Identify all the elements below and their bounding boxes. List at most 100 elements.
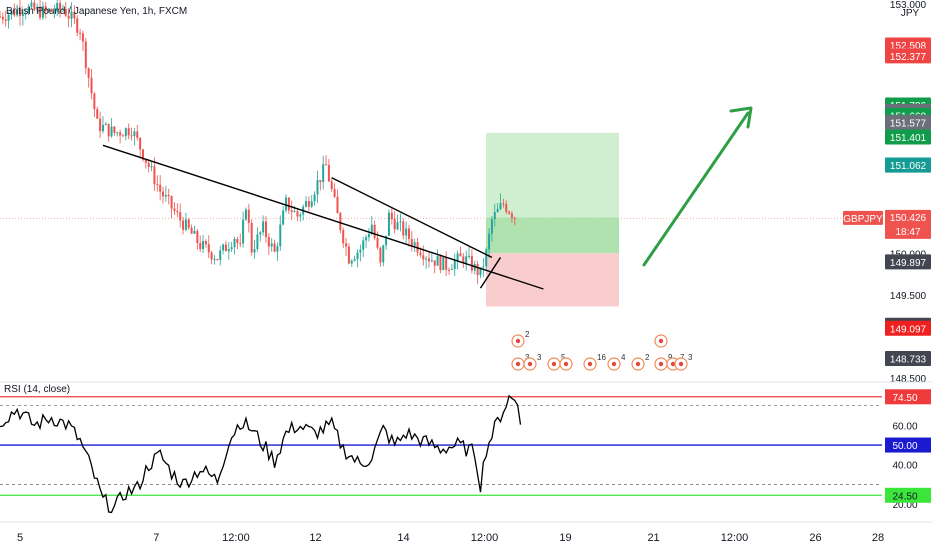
candle[interactable] (150, 166, 153, 168)
candle[interactable] (276, 246, 279, 252)
candle[interactable] (10, 10, 13, 15)
candle[interactable] (445, 256, 448, 270)
candle[interactable] (393, 219, 396, 230)
candle[interactable] (493, 212, 496, 220)
price-badge[interactable] (885, 48, 931, 64)
candle[interactable] (216, 259, 219, 261)
candle[interactable] (479, 267, 482, 276)
candle[interactable] (476, 264, 479, 276)
candle[interactable] (387, 212, 390, 236)
candle[interactable] (236, 238, 239, 243)
candle[interactable] (87, 68, 90, 78)
candle[interactable] (136, 131, 139, 138)
candle[interactable] (184, 219, 187, 230)
candle[interactable] (133, 131, 136, 137)
candle[interactable] (107, 123, 110, 137)
candle[interactable] (310, 201, 313, 207)
candle[interactable] (339, 213, 342, 231)
candle[interactable] (144, 159, 147, 163)
candle[interactable] (230, 247, 233, 250)
candle[interactable] (162, 191, 165, 197)
candle[interactable] (296, 211, 299, 217)
candle[interactable] (70, 11, 73, 19)
candle[interactable] (130, 135, 133, 137)
candle[interactable] (227, 249, 230, 252)
candle[interactable] (219, 250, 222, 260)
candle[interactable] (279, 224, 282, 247)
candle[interactable] (336, 196, 339, 214)
candle[interactable] (488, 233, 491, 250)
candle[interactable] (345, 243, 348, 247)
candle[interactable] (116, 132, 119, 134)
candle[interactable] (270, 243, 273, 247)
candle[interactable] (353, 259, 356, 261)
candle[interactable] (470, 255, 473, 271)
candle[interactable] (19, 9, 22, 17)
candle[interactable] (79, 32, 82, 34)
candle[interactable] (36, 6, 39, 10)
candle[interactable] (33, 2, 36, 10)
candle[interactable] (510, 213, 513, 218)
candle[interactable] (56, 2, 59, 12)
candle[interactable] (21, 13, 24, 17)
candle[interactable] (127, 128, 130, 136)
candle[interactable] (313, 194, 316, 202)
candle[interactable] (193, 230, 196, 234)
candle[interactable] (164, 194, 167, 197)
candle[interactable] (433, 260, 436, 266)
candle[interactable] (41, 6, 44, 18)
candle[interactable] (376, 238, 379, 248)
candle[interactable] (428, 258, 430, 262)
candle[interactable] (179, 212, 182, 221)
candle[interactable] (167, 194, 170, 197)
candle[interactable] (30, 2, 33, 7)
candle[interactable] (59, 2, 62, 10)
candle[interactable] (196, 230, 199, 243)
candle[interactable] (64, 9, 67, 16)
candle[interactable] (502, 203, 505, 205)
candle[interactable] (450, 269, 453, 271)
profit-zone[interactable] (486, 132, 619, 218)
candle[interactable] (365, 237, 368, 241)
candle[interactable] (173, 208, 176, 211)
candle[interactable] (459, 253, 462, 257)
candle[interactable] (285, 197, 287, 211)
price-badge[interactable] (885, 350, 931, 366)
candle[interactable] (176, 210, 179, 213)
candle[interactable] (430, 260, 433, 262)
candle[interactable] (462, 256, 465, 263)
candle[interactable] (413, 242, 416, 246)
candle[interactable] (513, 217, 516, 219)
candle[interactable] (250, 222, 253, 253)
candle[interactable] (405, 228, 408, 236)
candle[interactable] (402, 221, 405, 236)
candle[interactable] (124, 128, 127, 137)
candle[interactable] (305, 201, 308, 207)
candle[interactable] (242, 219, 245, 244)
candle[interactable] (439, 256, 442, 271)
candle[interactable] (99, 118, 102, 132)
candle[interactable] (350, 260, 353, 264)
trendline[interactable] (331, 177, 493, 259)
candle[interactable] (485, 249, 488, 267)
candle[interactable] (90, 77, 93, 94)
candle[interactable] (342, 230, 345, 244)
candle[interactable] (453, 260, 456, 270)
loss-zone[interactable] (486, 253, 619, 307)
candle[interactable] (419, 252, 422, 256)
candle[interactable] (7, 14, 10, 21)
candle[interactable] (396, 222, 399, 230)
candle[interactable] (390, 212, 393, 220)
candle[interactable] (410, 238, 413, 246)
candle[interactable] (16, 9, 19, 16)
candle[interactable] (142, 149, 144, 160)
candle[interactable] (307, 201, 310, 207)
candle[interactable] (202, 240, 205, 249)
candle[interactable] (156, 184, 159, 186)
candle[interactable] (233, 238, 236, 248)
candle[interactable] (373, 224, 376, 239)
candle[interactable] (73, 11, 76, 19)
candle[interactable] (508, 211, 511, 214)
candle[interactable] (101, 124, 104, 132)
candle[interactable] (316, 180, 319, 195)
